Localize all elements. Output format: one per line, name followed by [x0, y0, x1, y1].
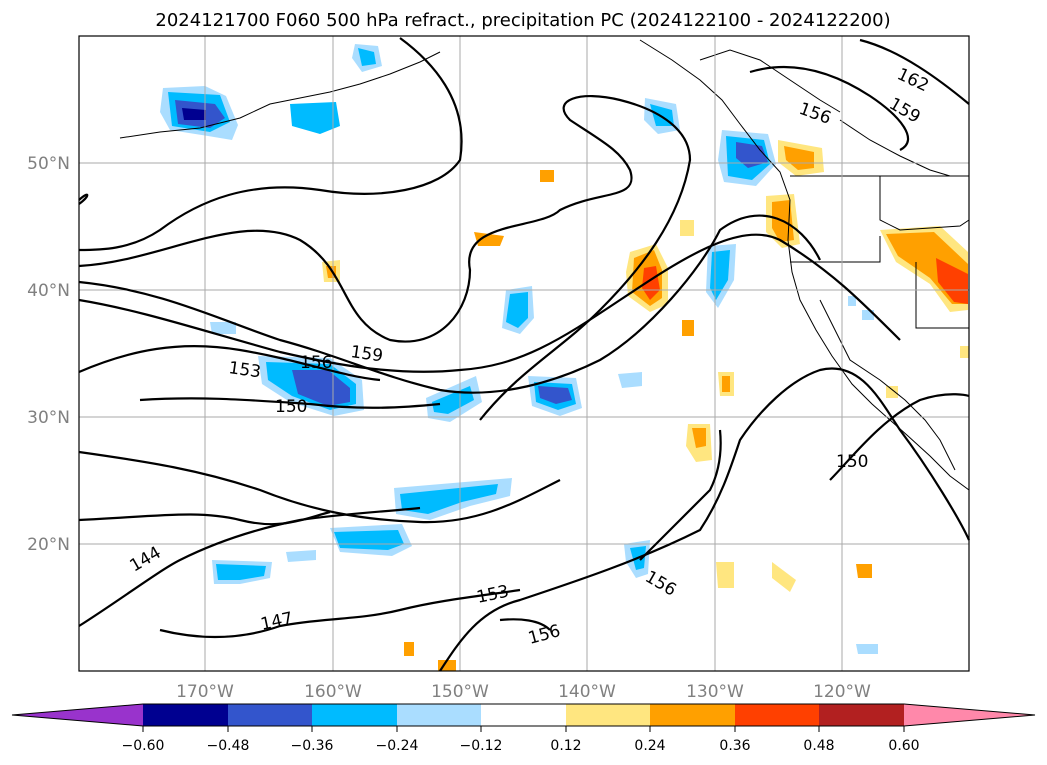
colorbar-segment — [397, 704, 481, 726]
precip-negative-area — [290, 102, 340, 134]
colorbar-tick-label: 0.36 — [719, 738, 750, 754]
colorbar-ticks — [142, 726, 905, 732]
lon-label: 130°W — [686, 682, 744, 702]
colorbar-segment — [312, 704, 397, 726]
precip-positive-area — [772, 562, 796, 592]
lat-label: 50°N — [27, 154, 70, 174]
colorbar-tick-label: −0.36 — [291, 738, 334, 754]
colorbar-tick-label: −0.12 — [460, 738, 503, 754]
gridlines — [79, 36, 969, 671]
precip-positive-area — [960, 346, 969, 358]
precip-negative-area — [358, 48, 376, 66]
precip-negative-area — [400, 484, 498, 514]
map-title: 2024121700 F060 500 hPa refract., precip… — [155, 10, 890, 31]
colorbar-segment — [735, 704, 819, 726]
lat-label: 20°N — [27, 535, 70, 555]
colorbar-tick-label: 0.60 — [888, 738, 919, 754]
lon-label: 140°W — [558, 682, 616, 702]
precip-negative-area — [334, 530, 404, 550]
precip-positive-area — [680, 220, 694, 236]
precip-negative-area — [618, 372, 642, 388]
contour-label: 150 — [275, 397, 307, 417]
colorbar-segment — [228, 704, 312, 726]
precip-negative-area — [848, 296, 856, 306]
map-panel: 162 159 156 159 156 153 150 150 144 147 … — [78, 35, 971, 672]
contour-label: 159 — [349, 342, 384, 366]
colorbar-tick-label: −0.48 — [207, 738, 250, 754]
contour-label: 156 — [300, 353, 332, 373]
colorbar: −0.60 −0.48 −0.36 −0.24 −0.12 0.12 0.24 … — [11, 703, 1036, 754]
precip-positive-area — [784, 146, 814, 170]
precip-positive-area — [404, 642, 414, 656]
precip-positive-area — [722, 376, 730, 392]
colorbar-tick-label: 0.12 — [550, 738, 581, 754]
colorbar-tick-label: 0.48 — [803, 738, 834, 754]
colorbar-segment — [143, 704, 228, 726]
map-frame — [78, 35, 970, 672]
precip-negative-area — [856, 644, 878, 654]
precip-positive-area — [716, 562, 734, 588]
precip-positive-area — [886, 386, 898, 398]
precip-negative-area — [736, 142, 768, 168]
precip-negative-area — [182, 108, 206, 120]
contour-label: 150 — [836, 452, 868, 472]
lat-label: 40°N — [27, 281, 70, 301]
colorbar-segment — [12, 704, 143, 726]
colorbar-segment — [481, 704, 566, 726]
lon-label: 120°W — [813, 682, 871, 702]
precip-negative-area — [506, 292, 528, 328]
colorbar-segment — [650, 704, 735, 726]
precip-shading — [160, 44, 969, 671]
precip-negative-area — [210, 322, 236, 334]
precip-positive-area — [642, 266, 660, 300]
lon-label: 170°W — [176, 682, 234, 702]
refractivity-contours — [78, 37, 971, 672]
precip-negative-area — [216, 564, 266, 580]
lon-label: 150°W — [431, 682, 489, 702]
precip-positive-area — [856, 564, 872, 578]
colorbar-segment — [819, 704, 904, 726]
latitude-labels: 50°N 40°N 30°N 20°N — [27, 154, 70, 555]
precip-positive-area — [474, 232, 504, 246]
colorbar-tick-label: 0.24 — [634, 738, 665, 754]
coastlines — [119, 39, 970, 491]
lon-label: 160°W — [304, 682, 362, 702]
precip-negative-area — [292, 370, 350, 406]
colorbar-segment — [904, 704, 1035, 726]
precip-positive-area — [692, 428, 706, 448]
precip-negative-area — [286, 550, 316, 562]
colorbar-tick-label: −0.24 — [376, 738, 419, 754]
precip-positive-area — [936, 258, 968, 304]
precip-positive-area — [682, 320, 694, 336]
precip-positive-area — [540, 170, 554, 182]
contour-label: 153 — [227, 358, 262, 382]
longitude-labels: 170°W 160°W 150°W 140°W 130°W 120°W — [176, 682, 871, 702]
colorbar-segment — [566, 704, 650, 726]
lat-label: 30°N — [27, 408, 70, 428]
colorbar-tick-label: −0.60 — [122, 738, 165, 754]
precip-negative-area — [538, 386, 572, 404]
